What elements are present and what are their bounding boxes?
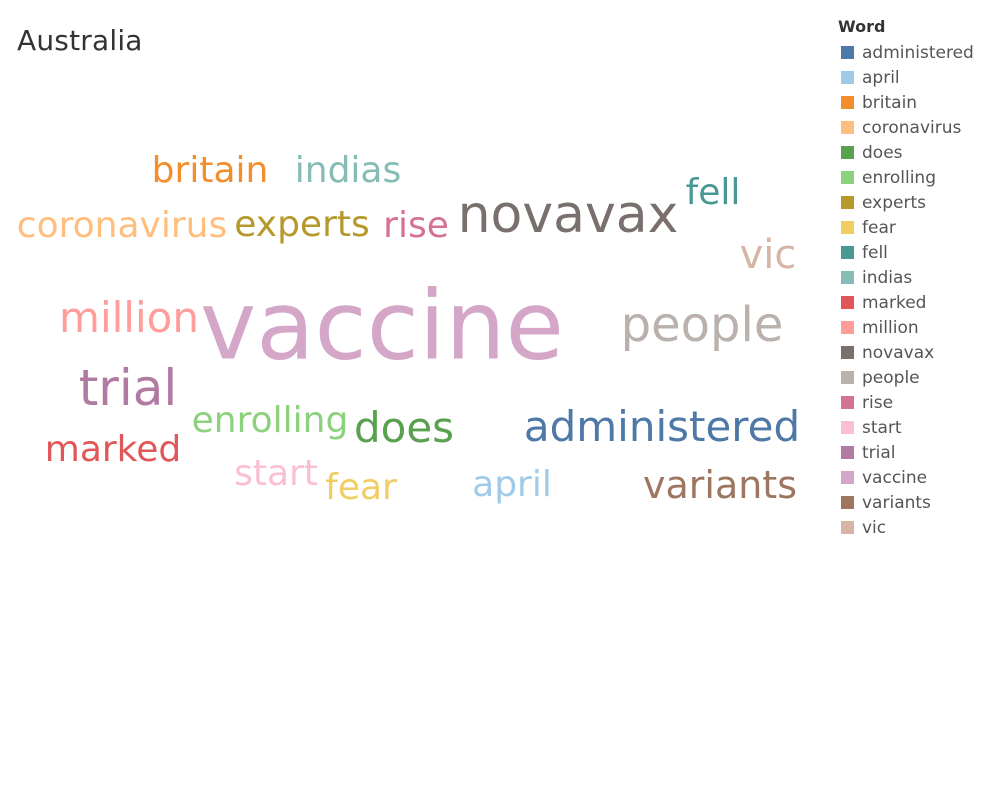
legend-label: enrolling xyxy=(862,167,936,188)
legend-item-fear: fear xyxy=(838,215,998,240)
legend-label: experts xyxy=(862,192,926,213)
legend-item-trial: trial xyxy=(838,440,998,465)
word-fear: fear xyxy=(325,467,397,508)
legend-item-experts: experts xyxy=(838,190,998,215)
legend-item-rise: rise xyxy=(838,390,998,415)
word-vaccine: vaccine xyxy=(200,271,564,382)
legend-swatch xyxy=(841,471,854,484)
legend-item-million: million xyxy=(838,315,998,340)
legend-item-novavax: novavax xyxy=(838,340,998,365)
legend-item-coronavirus: coronavirus xyxy=(838,115,998,140)
legend-swatch xyxy=(841,71,854,84)
legend: Word administered april britain coronavirus… xyxy=(838,17,998,540)
legend-item-variants: variants xyxy=(838,490,998,515)
legend-swatch xyxy=(841,321,854,334)
legend-swatch xyxy=(841,221,854,234)
word-novavax: novavax xyxy=(457,185,679,245)
legend-item-people: people xyxy=(838,365,998,390)
legend-label: coronavirus xyxy=(862,117,962,138)
legend-item-britain: britain xyxy=(838,90,998,115)
word-rise: rise xyxy=(383,205,449,246)
legend-label: rise xyxy=(862,392,894,413)
word-fell: fell xyxy=(685,172,741,213)
legend-item-april: april xyxy=(838,65,998,90)
word-indias: indias xyxy=(294,150,402,191)
legend-label: fear xyxy=(862,217,896,238)
legend-item-fell: fell xyxy=(838,240,998,265)
legend-label: administered xyxy=(862,42,974,63)
legend-swatch xyxy=(841,296,854,309)
legend-item-indias: indias xyxy=(838,265,998,290)
word-april: april xyxy=(472,464,552,505)
word-britain: britain xyxy=(151,150,269,191)
word-administered: administered xyxy=(523,402,801,451)
legend-item-marked: marked xyxy=(838,290,998,315)
word-experts: experts xyxy=(234,204,370,245)
legend-item-administered: administered xyxy=(838,40,998,65)
legend-label: indias xyxy=(862,267,913,288)
legend-label: variants xyxy=(862,492,931,513)
word-cloud: administered april britain coronavirus does e… xyxy=(16,150,801,508)
legend-item-start: start xyxy=(838,415,998,440)
legend-item-vaccine: vaccine xyxy=(838,465,998,490)
legend-label: start xyxy=(862,417,902,438)
legend-label: million xyxy=(862,317,919,338)
legend-items: administered april britain coronavirus does e… xyxy=(838,40,998,540)
legend-label: vic xyxy=(862,517,887,538)
legend-swatch xyxy=(841,271,854,284)
legend-label: marked xyxy=(862,292,927,313)
legend-label: fell xyxy=(862,242,888,263)
word-marked: marked xyxy=(44,429,182,470)
word-enrolling: enrolling xyxy=(191,400,349,441)
word-people: people xyxy=(620,297,784,353)
legend-swatch xyxy=(841,46,854,59)
legend-label: april xyxy=(862,67,900,88)
legend-label: trial xyxy=(862,442,896,463)
legend-item-vic: vic xyxy=(838,515,998,540)
chart-title: Australia xyxy=(17,24,143,57)
word-coronavirus: coronavirus xyxy=(16,205,228,246)
legend-swatch xyxy=(841,96,854,109)
legend-label: britain xyxy=(862,92,918,113)
legend-swatch xyxy=(841,396,854,409)
legend-swatch xyxy=(841,421,854,434)
legend-swatch xyxy=(841,171,854,184)
legend-swatch xyxy=(841,246,854,259)
legend-swatch xyxy=(841,521,854,534)
legend-swatch xyxy=(841,496,854,509)
word-million: million xyxy=(59,293,199,342)
legend-swatch xyxy=(841,121,854,134)
legend-swatch xyxy=(841,346,854,359)
legend-swatch xyxy=(841,371,854,384)
legend-label: novavax xyxy=(862,342,935,363)
legend-swatch xyxy=(841,146,854,159)
legend-item-enrolling: enrolling xyxy=(838,165,998,190)
legend-label: does xyxy=(862,142,903,163)
word-vic: vic xyxy=(739,232,797,278)
legend-swatch xyxy=(841,196,854,209)
legend-swatch xyxy=(841,446,854,459)
legend-item-does: does xyxy=(838,140,998,165)
legend-title: Word xyxy=(838,17,886,36)
legend-label: people xyxy=(862,367,920,388)
word-does: does xyxy=(353,403,455,452)
word-variants: variants xyxy=(642,463,798,507)
legend-label: vaccine xyxy=(862,467,928,488)
word-trial: trial xyxy=(78,359,178,417)
word-start: start xyxy=(234,453,318,494)
